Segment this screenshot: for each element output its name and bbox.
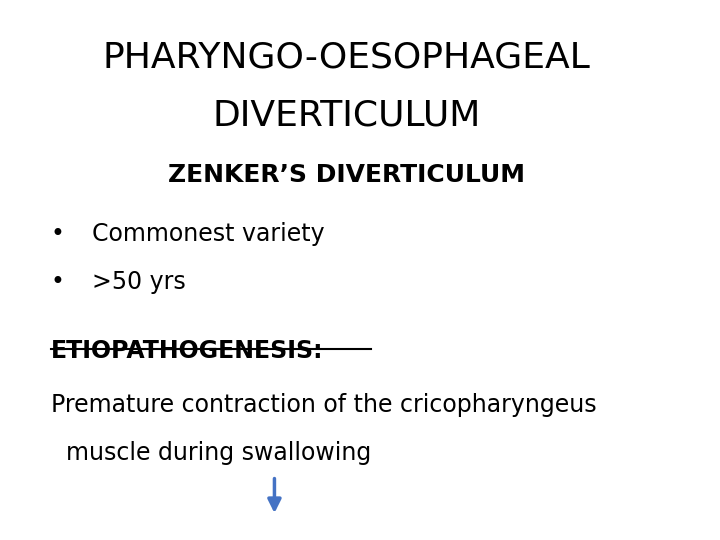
Text: Commonest variety: Commonest variety xyxy=(92,222,325,246)
Text: muscle during swallowing: muscle during swallowing xyxy=(51,441,372,465)
Text: ZENKER’S DIVERTICULUM: ZENKER’S DIVERTICULUM xyxy=(168,163,525,187)
Text: •: • xyxy=(51,270,65,294)
Text: >50 yrs: >50 yrs xyxy=(92,270,186,294)
Text: •: • xyxy=(51,222,65,246)
Text: Premature contraction of the cricopharyngeus: Premature contraction of the cricopharyn… xyxy=(51,393,597,417)
Text: ETIOPATHOGENESIS:: ETIOPATHOGENESIS: xyxy=(51,340,323,363)
Text: PHARYNGO-OESOPHAGEAL: PHARYNGO-OESOPHAGEAL xyxy=(103,40,590,74)
Text: DIVERTICULUM: DIVERTICULUM xyxy=(212,99,481,133)
